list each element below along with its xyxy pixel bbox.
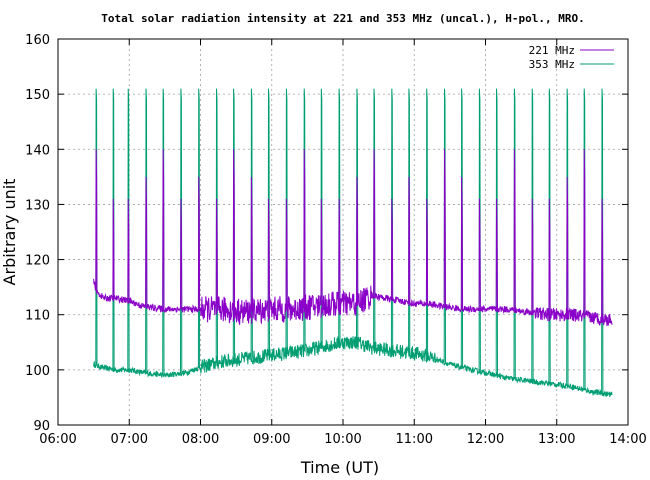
x-tick-label: 14:00 <box>609 432 646 447</box>
y-axis-label: Arbitrary unit <box>0 179 19 286</box>
legend-label-221: 221 MHz <box>529 44 575 57</box>
x-tick-labels: 06:00 07:00 08:00 09:00 10:00 11:00 12:00 13:00… <box>39 432 646 447</box>
x-tick-label: 06:00 <box>39 432 76 447</box>
y-tick-label: 130 <box>25 198 50 213</box>
y-tick-label: 120 <box>25 254 50 269</box>
x-tick-label: 07:00 <box>111 432 148 447</box>
chart-title: Total solar radiation intensity at 221 a… <box>101 12 584 25</box>
series-221-mhz <box>93 149 613 326</box>
series-353-mhz <box>93 88 613 398</box>
y-tick-label: 150 <box>25 88 50 103</box>
y-tick-label: 110 <box>25 309 50 324</box>
series-line-353 <box>93 88 613 398</box>
x-tick-label: 11:00 <box>396 432 433 447</box>
y-tick-labels: 90 100 110 120 130 140 150 160 <box>25 33 50 434</box>
plot-frame <box>57 38 629 426</box>
x-tick-label: 08:00 <box>182 432 219 447</box>
legend-label-353: 353 MHz <box>529 58 575 71</box>
legend: 221 MHz 353 MHz <box>529 44 614 71</box>
x-tick-label: 13:00 <box>538 432 575 447</box>
x-tick-label: 09:00 <box>253 432 290 447</box>
y-tick-label: 100 <box>25 364 50 379</box>
y-tick-label: 90 <box>33 419 50 434</box>
x-tick-label: 10:00 <box>324 432 361 447</box>
y-tick-label: 160 <box>25 33 50 48</box>
x-axis-label: Time (UT) <box>300 458 379 477</box>
y-tick-label: 140 <box>25 143 50 158</box>
series-line-221 <box>93 149 613 326</box>
plot-grid <box>57 38 629 426</box>
x-tick-label: 12:00 <box>467 432 504 447</box>
